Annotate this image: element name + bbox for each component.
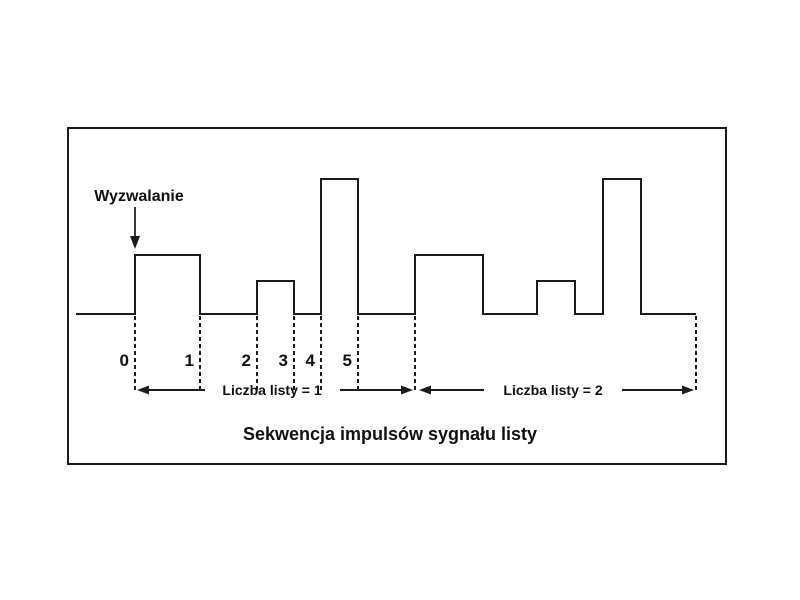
trigger-label: Wyzwalanie bbox=[94, 188, 184, 205]
interval-boundary-lines bbox=[134, 316, 697, 393]
section2-span-arrow bbox=[419, 385, 694, 395]
waveform-trace bbox=[76, 178, 696, 315]
interval-label-5: 5 bbox=[343, 351, 352, 370]
section2-label: Liczba listy = 2 bbox=[503, 382, 602, 398]
interval-label-1: 1 bbox=[185, 351, 194, 370]
interval-label-4: 4 bbox=[306, 351, 316, 370]
interval-label-0: 0 bbox=[120, 351, 129, 370]
section1-label: Liczba listy = 1 bbox=[222, 382, 321, 398]
interval-label-3: 3 bbox=[279, 351, 288, 370]
section1-span-arrow bbox=[137, 385, 413, 395]
trigger-arrow-icon bbox=[130, 207, 140, 249]
interval-labels: 0 1 2 3 4 5 bbox=[120, 351, 352, 370]
interval-label-2: 2 bbox=[242, 351, 251, 370]
diagram-frame bbox=[67, 127, 727, 465]
diagram-caption: Sekwencja impulsów sygnału listy bbox=[243, 424, 537, 444]
